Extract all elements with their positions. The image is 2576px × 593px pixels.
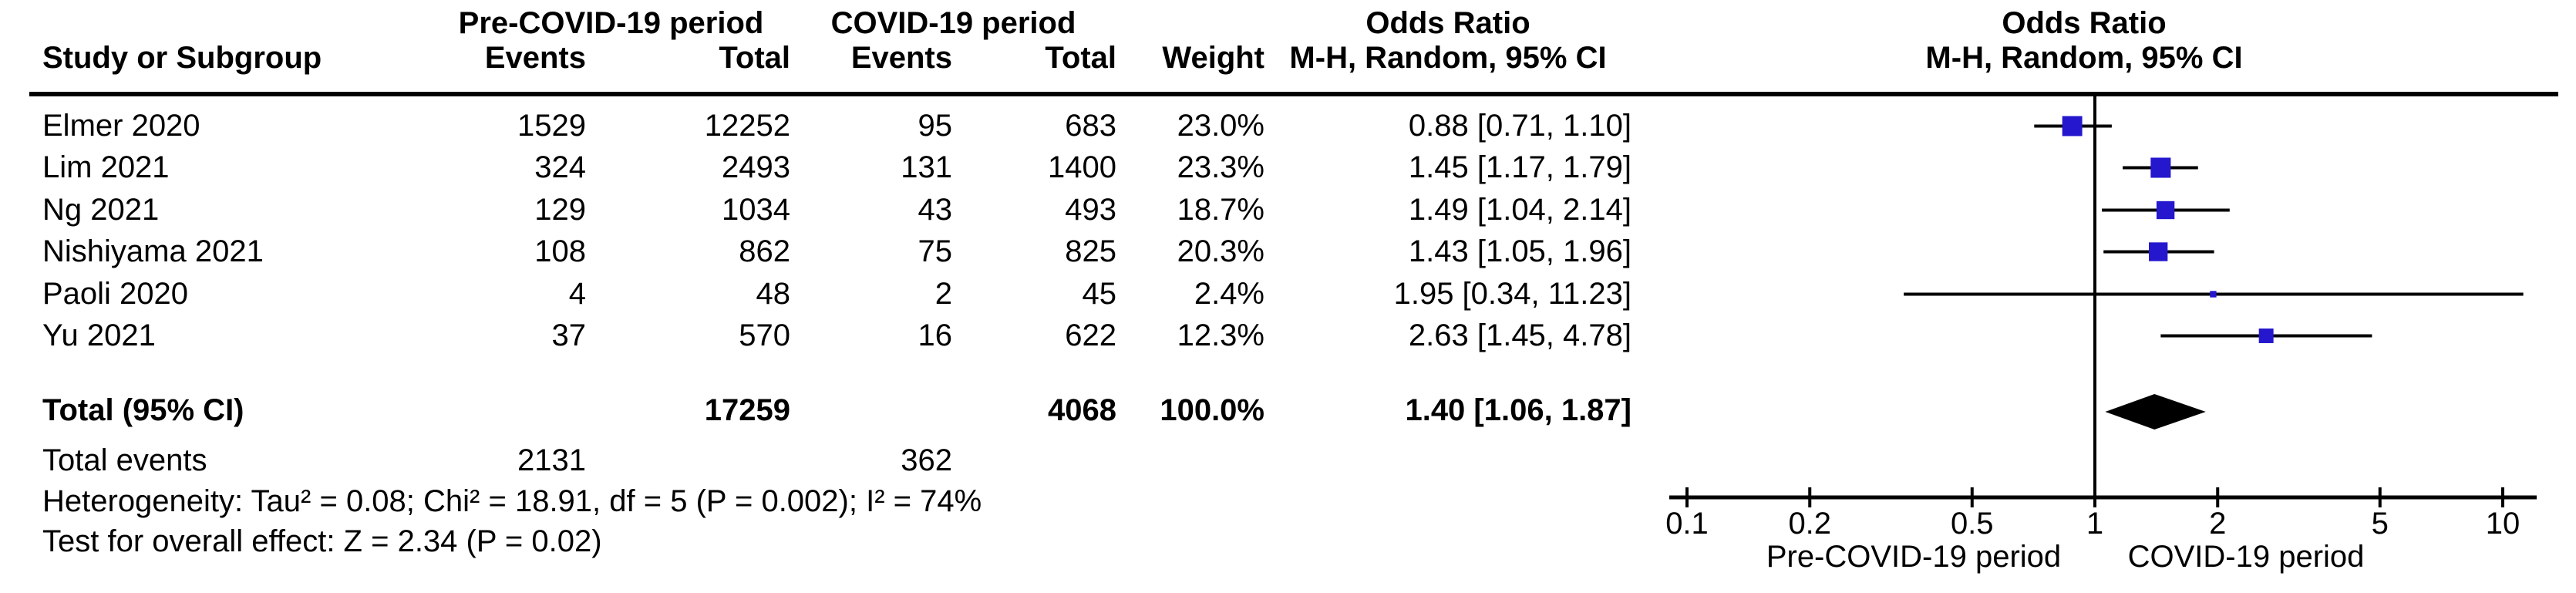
total-pre-value: 12252 bbox=[704, 109, 790, 143]
weight-value: 18.7% bbox=[1177, 193, 1264, 227]
study-or-subgroup-header: Study or Subgroup bbox=[42, 41, 322, 75]
study-row: Yu 2021 37 570 16 622 12.3% 2.63 [1.45, … bbox=[0, 315, 1631, 357]
study-row: Elmer 2020 1529 12252 95 683 23.0% 0.88 … bbox=[0, 105, 1631, 147]
header-rule bbox=[29, 92, 2558, 96]
ci-text-value: 1.95 [0.34, 11.23] bbox=[1393, 277, 1631, 311]
axis-tick-label: 2 bbox=[2209, 507, 2226, 541]
effect-square bbox=[2210, 291, 2217, 298]
events-pre-value: 108 bbox=[534, 234, 586, 268]
events-pre-value: 37 bbox=[551, 318, 587, 352]
effect-square bbox=[2156, 200, 2175, 220]
total-covid-value: 825 bbox=[1065, 234, 1116, 268]
events-pre-value: 324 bbox=[534, 150, 586, 184]
total-events-label: Total events bbox=[42, 443, 207, 477]
events-pre-value: 129 bbox=[534, 193, 586, 227]
column-header-row: Study or Subgroup Events Total Events To… bbox=[0, 37, 1631, 79]
total-events-row: Total events 2131 362 bbox=[0, 440, 1631, 482]
weight-value: 23.3% bbox=[1177, 150, 1264, 184]
total-covid-value: 493 bbox=[1065, 193, 1116, 227]
total-covid-value: 1400 bbox=[1048, 150, 1116, 184]
study-label: Elmer 2020 bbox=[42, 109, 200, 143]
events-pre-value: 4 bbox=[568, 277, 586, 311]
total-pre-value: 1034 bbox=[722, 193, 790, 227]
total-pre-sum: 17259 bbox=[704, 393, 790, 427]
covid-group-header: COVID-19 period bbox=[830, 6, 1076, 40]
study-label: Lim 2021 bbox=[42, 150, 170, 184]
weight-value: 20.3% bbox=[1177, 234, 1264, 268]
total-covid-value: 45 bbox=[1082, 277, 1117, 311]
events-pre-value: 1529 bbox=[517, 109, 586, 143]
study-row: Paoli 2020 4 48 2 45 2.4% 1.95 [0.34, 11… bbox=[0, 273, 1631, 315]
total-pre-value: 48 bbox=[756, 277, 791, 311]
axis-tick-label: 0.2 bbox=[1788, 507, 1831, 541]
heterogeneity-text: Heterogeneity: Tau² = 0.08; Chi² = 18.91… bbox=[42, 484, 982, 518]
total-row: Total (95% CI) 17259 4068 100.0% 1.40 [1… bbox=[0, 389, 1631, 432]
effect-square bbox=[2258, 329, 2274, 343]
total-label: Total (95% CI) bbox=[42, 393, 244, 427]
weight-value: 2.4% bbox=[1194, 277, 1264, 311]
total-pre-header: Total bbox=[719, 41, 790, 75]
group-header-row: Pre-COVID-19 period COVID-19 period Odds… bbox=[0, 2, 1631, 45]
effect-square bbox=[2150, 157, 2171, 178]
ci-text-value: 1.43 [1.05, 1.96] bbox=[1408, 234, 1631, 268]
ci-text-value: 2.63 [1.45, 4.78] bbox=[1408, 318, 1631, 352]
mh-random-ci-text-header: M-H, Random, 95% CI bbox=[1289, 41, 1607, 75]
total-weight: 100.0% bbox=[1160, 393, 1264, 427]
ci-text-value: 1.45 [1.17, 1.79] bbox=[1408, 150, 1631, 184]
weight-value: 12.3% bbox=[1177, 318, 1264, 352]
total-covid-sum: 4068 bbox=[1048, 393, 1116, 427]
study-label: Yu 2021 bbox=[42, 318, 156, 352]
axis-tick-label: 0.1 bbox=[1665, 507, 1709, 541]
events-covid-value: 95 bbox=[918, 109, 953, 143]
axis-tick-label: 0.5 bbox=[1951, 507, 1994, 541]
axis-caption-right: COVID-19 period bbox=[2128, 540, 2365, 574]
study-label: Paoli 2020 bbox=[42, 277, 189, 311]
mh-random-ci-plot-header: M-H, Random, 95% CI bbox=[1925, 40, 2243, 75]
odds-ratio-text-column-header: Odds Ratio bbox=[1365, 6, 1530, 40]
events-pre-header: Events bbox=[484, 41, 586, 75]
total-covid-value: 622 bbox=[1065, 318, 1116, 352]
study-label: Nishiyama 2021 bbox=[42, 234, 264, 268]
effect-square bbox=[2149, 242, 2168, 261]
weight-header: Weight bbox=[1162, 41, 1264, 75]
events-covid-value: 131 bbox=[901, 150, 952, 184]
events-covid-header: Events bbox=[850, 41, 952, 75]
axis-tick-label: 1 bbox=[2086, 507, 2103, 541]
events-covid-value: 43 bbox=[918, 193, 953, 227]
total-covid-header: Total bbox=[1045, 41, 1116, 75]
events-covid-value: 16 bbox=[918, 318, 953, 352]
study-row: Nishiyama 2021 108 862 75 825 20.3% 1.43… bbox=[0, 231, 1631, 273]
total-pre-value: 570 bbox=[739, 318, 790, 352]
weight-value: 23.0% bbox=[1177, 109, 1264, 143]
study-row: Ng 2021 129 1034 43 493 18.7% 1.49 [1.04… bbox=[0, 189, 1631, 231]
ci-text-value: 1.49 [1.04, 2.14] bbox=[1408, 193, 1631, 227]
pre-covid-group-header: Pre-COVID-19 period bbox=[458, 6, 764, 40]
total-ci-text: 1.40 [1.06, 1.87] bbox=[1405, 393, 1631, 427]
odds-ratio-plot-header: Odds Ratio bbox=[2002, 5, 2167, 40]
total-pre-value: 2493 bbox=[722, 150, 790, 184]
axis-tick-label: 5 bbox=[2372, 507, 2389, 541]
effect-square bbox=[2062, 116, 2083, 136]
study-row: Lim 2021 324 2493 131 1400 23.3% 1.45 [1… bbox=[0, 147, 1631, 189]
total-diamond bbox=[2105, 394, 2206, 430]
study-label: Ng 2021 bbox=[42, 193, 160, 227]
total-events-covid: 362 bbox=[901, 443, 952, 477]
ci-text-value: 0.88 [0.71, 1.10] bbox=[1408, 109, 1631, 143]
events-covid-value: 75 bbox=[918, 234, 953, 268]
events-covid-value: 2 bbox=[934, 277, 952, 311]
axis-tick-label: 10 bbox=[2486, 507, 2520, 541]
overall-effect-text: Test for overall effect: Z = 2.34 (P = 0… bbox=[42, 524, 602, 558]
axis-caption-left: Pre-COVID-19 period bbox=[1766, 540, 2061, 574]
total-covid-value: 683 bbox=[1065, 109, 1116, 143]
total-events-pre: 2131 bbox=[517, 443, 586, 477]
total-pre-value: 862 bbox=[739, 234, 790, 268]
